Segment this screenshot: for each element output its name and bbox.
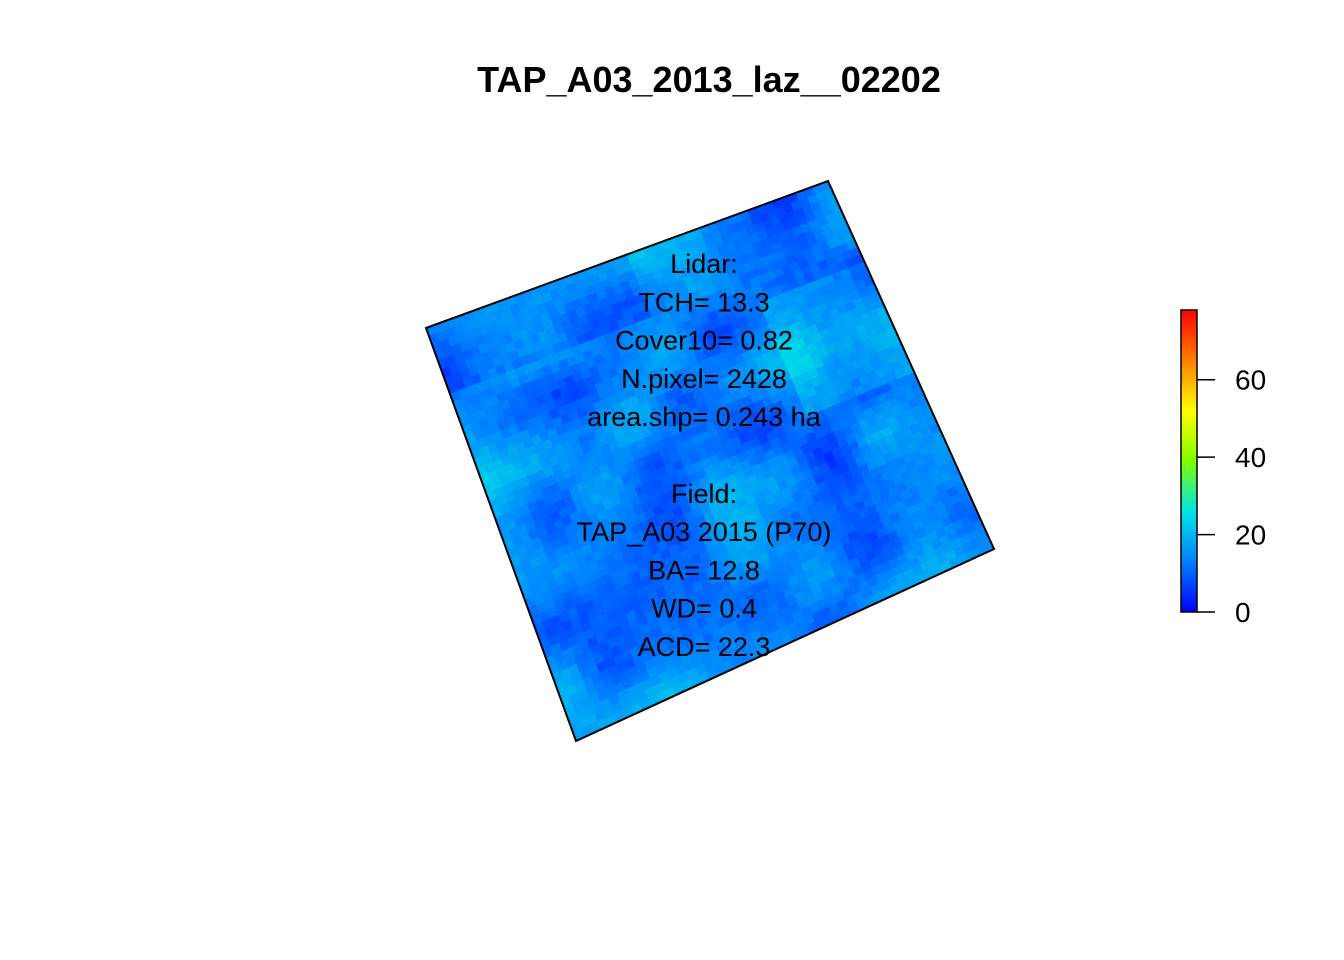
colorbar-tick-label: 40: [1235, 442, 1266, 473]
canopy-height-raster: [425, 180, 995, 742]
annotation-line: Lidar:: [670, 249, 738, 279]
color-legend-bar: [1180, 309, 1198, 613]
annotation-line: TAP_A03 2015 (P70): [577, 517, 832, 547]
annotation-line: Field:: [671, 479, 737, 509]
annotation-line: N.pixel= 2428: [621, 364, 787, 394]
chart-title: TAP_A03_2013_laz__02202: [477, 59, 941, 100]
annotation-line: TCH= 13.3: [638, 287, 769, 317]
annotation-line: ACD= 22.3: [638, 632, 771, 662]
annotation-line: WD= 0.4: [651, 594, 757, 624]
annotation-line: BA= 12.8: [648, 555, 760, 585]
colorbar-tick-label: 60: [1235, 365, 1266, 396]
annotation-line: area.shp= 0.243 ha: [587, 402, 821, 432]
color-legend: 0 20 40 60: [1180, 309, 1266, 628]
colorbar-tick-label: 20: [1235, 520, 1266, 551]
colorbar-tick-label: 0: [1235, 597, 1251, 628]
annotation-line: Cover10= 0.82: [615, 326, 793, 356]
